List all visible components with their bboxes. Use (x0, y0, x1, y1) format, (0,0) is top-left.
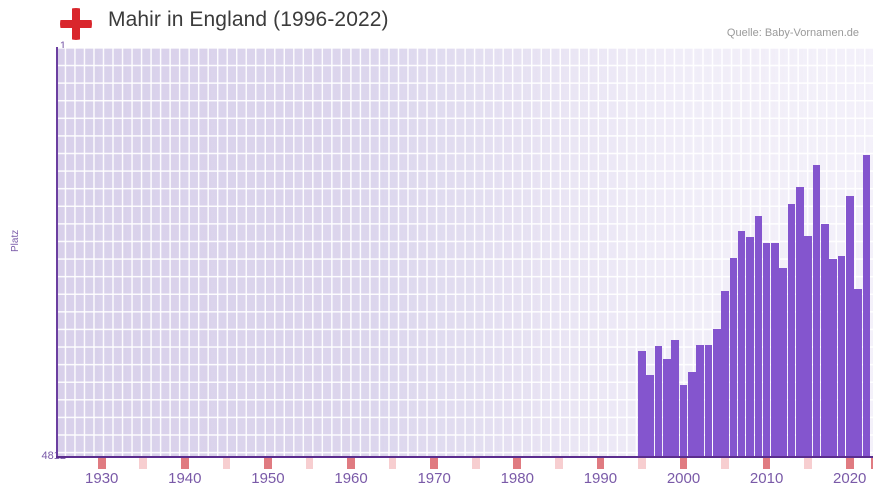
bar-2011 (771, 243, 779, 457)
x-axis-label-1960: 1960 (334, 470, 368, 487)
x-axis-label-2000: 2000 (666, 470, 701, 487)
bar-1995 (638, 351, 646, 457)
x-axis-label-1940: 1940 (168, 470, 202, 487)
x-tick-2005 (721, 458, 729, 469)
flag-cross-vertical (72, 8, 80, 40)
bar-2008 (746, 236, 754, 457)
bar-2022 (862, 154, 871, 457)
bar-2001 (688, 371, 696, 457)
y-axis-top-label: 1 (59, 40, 66, 52)
bar-2003 (704, 345, 713, 457)
x-axis-line (56, 456, 873, 458)
y-axis-line (56, 47, 58, 458)
bar-2004 (712, 329, 721, 457)
x-tick-1990 (596, 458, 605, 469)
x-axis-label-1980: 1980 (500, 470, 534, 487)
bar-2006 (729, 257, 738, 457)
bar-2016 (812, 165, 821, 457)
x-tick-2015 (804, 458, 812, 469)
x-axis-label-2010: 2010 (749, 470, 784, 487)
x-tick-1945 (222, 458, 231, 469)
bar-2002 (696, 345, 704, 457)
x-tick-1960 (347, 458, 355, 469)
bar-2010 (762, 243, 771, 457)
bar-series (56, 48, 873, 457)
x-tick-2020 (845, 458, 854, 469)
bar-2013 (787, 203, 796, 457)
x-tick-1930 (97, 458, 106, 469)
bar-1998 (663, 359, 671, 457)
bar-2014 (796, 186, 804, 457)
x-tick-2023 (870, 458, 873, 469)
y-axis-title: Platz (10, 229, 21, 252)
bar-1999 (671, 340, 679, 457)
x-tick-1965 (388, 458, 397, 469)
x-axis-label-1990: 1990 (583, 470, 618, 487)
bar-2021 (854, 288, 862, 457)
bar-2018 (829, 258, 837, 457)
bar-2012 (779, 268, 788, 457)
x-tick-1955 (305, 458, 314, 469)
bar-2017 (820, 223, 829, 457)
x-tick-2010 (762, 458, 771, 469)
x-tick-1935 (139, 458, 148, 469)
bar-2020 (845, 195, 854, 457)
x-tick-1995 (638, 458, 646, 469)
bar-2005 (721, 291, 729, 457)
bar-2009 (754, 216, 763, 457)
bar-2000 (679, 384, 688, 457)
x-tick-1950 (264, 458, 272, 469)
x-axis-label-1930: 1930 (85, 470, 119, 487)
x-tick-2000 (679, 458, 688, 469)
chart-header: Mahir in England (1996-2022) Quelle: Bab… (0, 0, 873, 46)
x-tick-1985 (555, 458, 563, 469)
source-attribution: Quelle: Baby-Vornamen.de (726, 27, 859, 39)
x-tick-1980 (513, 458, 522, 469)
bar-2019 (837, 256, 846, 457)
x-tick-1970 (430, 458, 438, 469)
x-axis-label-1970: 1970 (417, 470, 451, 487)
x-axis-label-1950: 1950 (251, 470, 285, 487)
x-tick-1940 (181, 458, 189, 469)
bar-1996 (646, 375, 655, 457)
bar-2007 (737, 230, 746, 457)
x-axis-label-2020: 2020 (833, 470, 867, 487)
england-flag-icon (60, 8, 92, 40)
bar-1997 (654, 346, 663, 457)
bar-2015 (804, 235, 812, 457)
x-axis-ticks (56, 458, 873, 469)
x-tick-1975 (471, 458, 480, 469)
plot-area (56, 48, 873, 457)
chart-title: Mahir in England (1996-2022) (108, 8, 389, 31)
